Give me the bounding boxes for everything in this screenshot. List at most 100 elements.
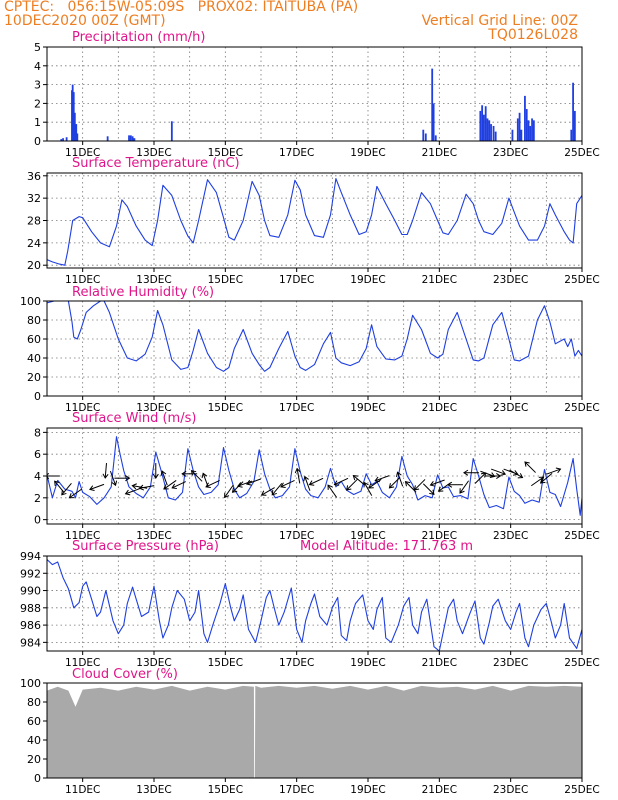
wind-arrow-head xyxy=(500,470,507,476)
wind-arrow-head xyxy=(539,478,546,484)
precip-bar xyxy=(486,118,489,141)
wind-arrow-head xyxy=(459,488,465,494)
x-tick-label: 21DEC xyxy=(422,274,457,286)
wind-arrow-head xyxy=(555,467,562,474)
panel-rh: 0 20 40 60 80 100 11DEC 13DEC 15DEC 17DEC 19DEC 21D… xyxy=(20,285,600,414)
precip-bar xyxy=(484,106,487,141)
y-tick-label: 4 xyxy=(34,60,41,73)
x-tick-label: 11DEC xyxy=(65,657,100,669)
wind-arrow-shaft xyxy=(261,487,275,496)
y-tick-label: 990 xyxy=(20,585,41,598)
panel-frame xyxy=(46,300,583,397)
wind-arrow-shaft xyxy=(363,482,373,496)
wind-arrow xyxy=(303,475,311,491)
wind-arrow-head xyxy=(160,470,167,476)
wind-arrow-head xyxy=(404,480,411,487)
model-altitude-label: Model Altitude: 171.763 m xyxy=(300,539,473,554)
x-tick-label: 23DEC xyxy=(493,147,528,159)
y-tick-label: 2 xyxy=(34,492,41,505)
wind-arrow xyxy=(280,480,295,488)
x-tick-label: 25DEC xyxy=(564,274,599,286)
y-tick-label: 20 xyxy=(27,259,41,272)
wind-arrow-shaft xyxy=(546,468,561,475)
precip-bar xyxy=(529,125,532,141)
wind-arrow-head xyxy=(125,475,131,482)
x-tick-label: 25DEC xyxy=(564,657,599,669)
wind-arrow-head xyxy=(294,467,301,474)
wind-arrow xyxy=(368,478,382,489)
plot-area-wind xyxy=(47,436,582,516)
y-tick-label: 1 xyxy=(34,116,41,129)
wind-arrow-head xyxy=(517,473,524,479)
series-line-temp xyxy=(47,178,582,266)
x-tick-label: 23DEC xyxy=(493,402,528,414)
panel-title-wind: Surface Wind (m/s) xyxy=(72,411,196,426)
wind-arrow-head xyxy=(171,483,177,490)
wind-arrow-shaft xyxy=(109,470,117,486)
wind-arrow-shaft xyxy=(422,483,435,495)
wind-arrow-shaft xyxy=(237,480,253,487)
x-tick-label: 11DEC xyxy=(65,147,100,159)
wind-arrow-head xyxy=(152,473,159,479)
wind-arrow-shaft xyxy=(389,476,401,489)
wind-arrow xyxy=(463,469,479,476)
wind-arrow xyxy=(459,480,470,494)
x-tick-label: 15DEC xyxy=(208,402,243,414)
y-tick-label: 5 xyxy=(34,41,41,54)
wind-arrow-head xyxy=(89,485,95,492)
wind-arrow-shaft xyxy=(368,478,382,489)
y-tick-label: 0 xyxy=(34,514,41,527)
x-tick-label: 19DEC xyxy=(350,274,385,286)
wind-arrow-head xyxy=(368,483,374,489)
y-tick-label: 60 xyxy=(27,715,41,728)
x-tick-label: 19DEC xyxy=(350,784,385,796)
wind-arrow-shaft xyxy=(304,476,311,491)
header-station-line: CPTEC: 056:15W-05:09S PROX02: ITAITUBA (… xyxy=(4,0,359,15)
wind-arrow-shaft xyxy=(405,481,417,493)
wind-arrow-head xyxy=(327,484,333,490)
wind-arrow xyxy=(152,463,159,479)
wind-arrow xyxy=(190,470,203,482)
wind-arrow xyxy=(68,488,82,499)
wind-arrow-head xyxy=(363,481,369,488)
plot-area-precip xyxy=(60,68,576,141)
precip-bar xyxy=(531,118,533,141)
x-tick-label: 23DEC xyxy=(493,274,528,286)
precip-bar xyxy=(573,110,576,141)
wind-arrow-shaft xyxy=(224,484,234,498)
precip-bar xyxy=(71,84,74,141)
series-line-wind xyxy=(47,436,582,516)
wind-arrow-head xyxy=(413,485,420,491)
wind-arrow xyxy=(114,475,131,482)
x-tick-label: 13DEC xyxy=(136,784,171,796)
wind-arrow-head xyxy=(374,476,380,483)
precip-bar xyxy=(520,129,523,141)
precip-bar xyxy=(572,82,574,141)
y-tick-label: 100 xyxy=(20,295,41,308)
wind-arrow-shaft xyxy=(397,472,404,487)
y-tick-label: 984 xyxy=(20,636,41,649)
header-model-code: TQ0126L028 xyxy=(488,27,578,43)
panel-title-precip: Precipitation (mm/h) xyxy=(72,30,205,45)
precip-bar xyxy=(133,138,136,141)
x-tick-label: 11DEC xyxy=(65,530,100,542)
y-tick-label: 2 xyxy=(34,97,41,110)
plot-area-pressure xyxy=(47,559,582,651)
wind-arrow-head xyxy=(68,493,75,499)
wind-arrow xyxy=(422,483,435,496)
precip-bar xyxy=(524,95,526,141)
panel-pressure: 984 986 988 990 992 994 11DEC 13DEC 15DEC 17DEC 19… xyxy=(20,539,600,669)
wind-arrow-head xyxy=(437,486,444,492)
wind-arrow-head xyxy=(231,487,238,493)
precip-bar xyxy=(494,131,497,141)
x-tick-label: 11DEC xyxy=(65,402,100,414)
wind-arrow-shaft xyxy=(69,488,82,499)
wind-arrow-head xyxy=(524,461,530,467)
wind-arrow-head xyxy=(395,471,402,477)
panel-precip: 0 1 2 3 4 5 11DEC 13DEC 15DEC 17DEC 19DEC 21DEC 23DE… xyxy=(34,30,600,159)
wind-arrow xyxy=(89,483,105,492)
y-tick-label: 20 xyxy=(27,371,41,384)
wind-arrow-head xyxy=(61,490,67,496)
wind-arrow xyxy=(374,475,390,483)
precip-bar xyxy=(432,103,435,141)
